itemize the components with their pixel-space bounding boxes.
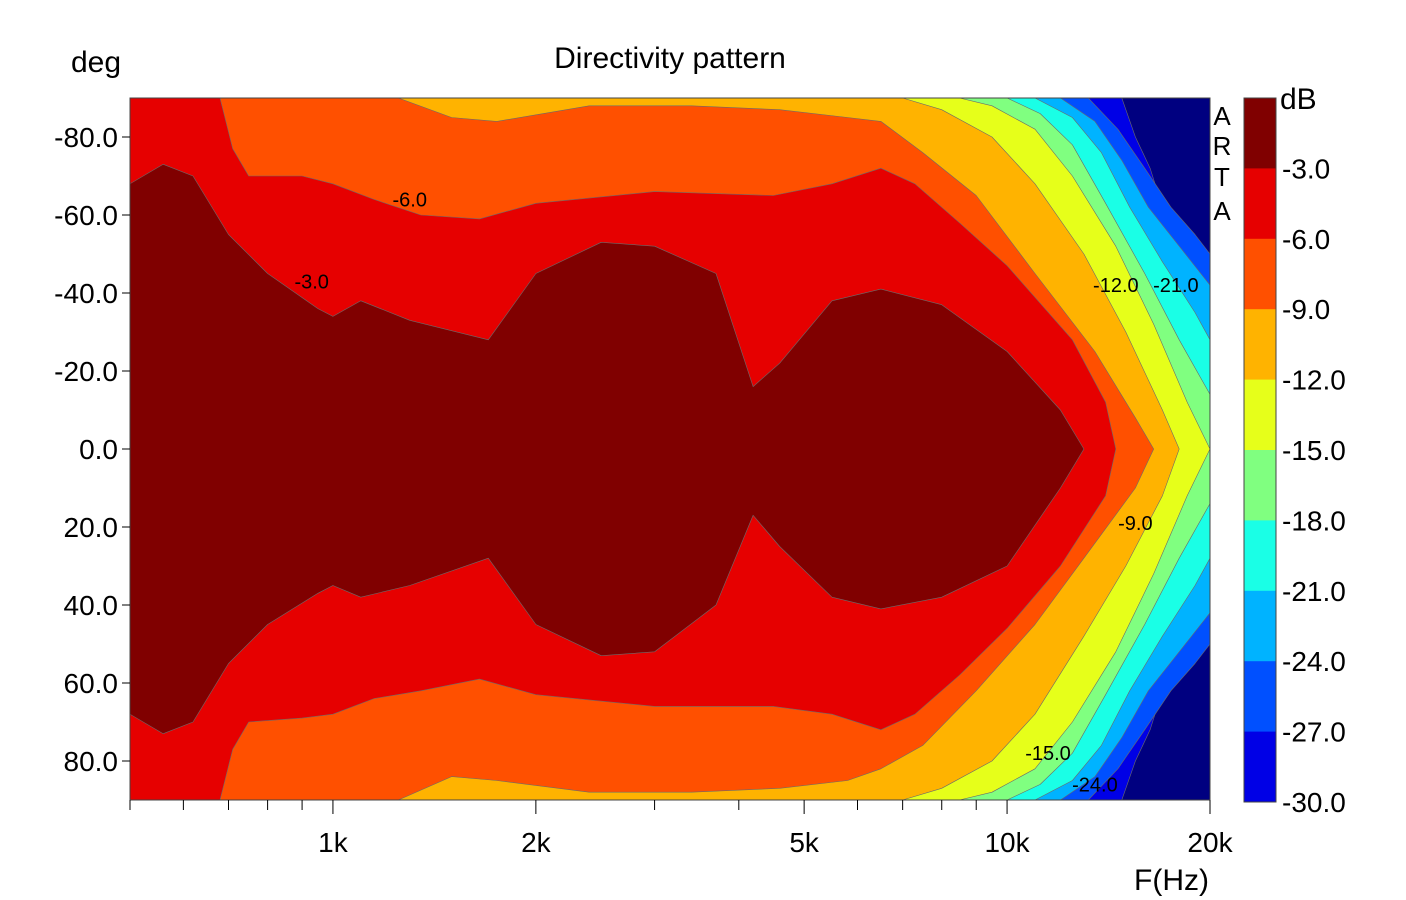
contour-layer <box>130 98 1210 800</box>
colorbar-tick-label: -27.0 <box>1282 717 1346 748</box>
contour-label: -6.0 <box>393 189 427 211</box>
colorbar-swatch <box>1244 309 1276 381</box>
y-tick-label: -80.0 <box>54 122 118 153</box>
watermark-letter-a1: A <box>1213 101 1231 131</box>
colorbar-frame <box>1243 97 1277 803</box>
colorbar-swatch <box>1244 238 1276 310</box>
colorbar-swatch <box>1244 731 1276 803</box>
colorbar-tick-label: -24.0 <box>1282 646 1346 677</box>
y-tick-label: -20.0 <box>54 356 118 387</box>
colorbar-unit-label: dB <box>1280 83 1317 116</box>
colorbar-swatch <box>1244 450 1276 521</box>
contour-label: -24.0 <box>1072 774 1118 796</box>
colorbar-swatch <box>1244 168 1276 240</box>
y-tick-label: 80.0 <box>64 746 119 777</box>
x-tick-label: 20k <box>1187 827 1233 858</box>
colorbar-swatch <box>1244 661 1276 733</box>
arta-watermark: A R T A <box>1213 101 1232 226</box>
watermark-letter-r: R <box>1213 131 1232 161</box>
contour-label: -9.0 <box>1118 513 1152 535</box>
colorbar-swatch <box>1244 98 1276 169</box>
y-tick-label: 20.0 <box>64 512 119 543</box>
colorbar-tick-label: -6.0 <box>1282 224 1330 255</box>
contour-label: -12.0 <box>1093 275 1139 297</box>
y-tick-label: -60.0 <box>54 200 118 231</box>
x-tick-label: 5k <box>789 827 820 858</box>
colorbar-tick-label: -30.0 <box>1282 787 1346 818</box>
watermark-letter-a2: A <box>1213 196 1231 226</box>
contour-annotations: -6.0 -3.0 -12.0 -21.0 -9.0 -15.0-24.0 <box>294 189 1198 796</box>
colorbar-tick-label: -21.0 <box>1282 576 1346 607</box>
watermark-letter-t: T <box>1214 162 1230 192</box>
colorbar-tick-label: -12.0 <box>1282 365 1346 396</box>
y-tick-label: 60.0 <box>64 668 119 699</box>
colorbar-swatch <box>1244 590 1276 662</box>
colorbar-tick-label: -15.0 <box>1282 435 1346 466</box>
colorbar-tick-label: -3.0 <box>1282 153 1330 184</box>
x-tick-label: 10k <box>984 827 1030 858</box>
colorbar-tick-label: -9.0 <box>1282 294 1330 325</box>
colorbar-swatch <box>1244 379 1276 451</box>
y-axis-label: deg <box>71 46 121 79</box>
x-axis-label: F(Hz) <box>1134 864 1209 897</box>
x-tick-label: 1k <box>318 827 349 858</box>
colorbar: -3.0 -6.0 -9.0 -12.0 -15.0 -18.0 -21.0 -24.0 -27… <box>1243 97 1346 818</box>
axis-ticks: -80.0 -60.0 -40.0 -20.0 0.0 20.0 40.0 60.0 80.0 1… <box>54 122 1233 858</box>
colorbar-swatch <box>1244 520 1276 592</box>
x-tick-label: 2k <box>521 827 552 858</box>
contour-label: -3.0 <box>294 271 328 293</box>
contour-region-3 <box>130 98 1085 800</box>
chart-title: Directivity pattern <box>554 42 786 75</box>
y-tick-label: 0.0 <box>79 434 118 465</box>
contour-label: -15.0 <box>1025 743 1071 765</box>
colorbar-tick-label: -18.0 <box>1282 505 1346 536</box>
contour-label: -21.0 <box>1153 275 1199 297</box>
y-tick-label: 40.0 <box>64 590 119 621</box>
y-tick-label: -40.0 <box>54 278 118 309</box>
